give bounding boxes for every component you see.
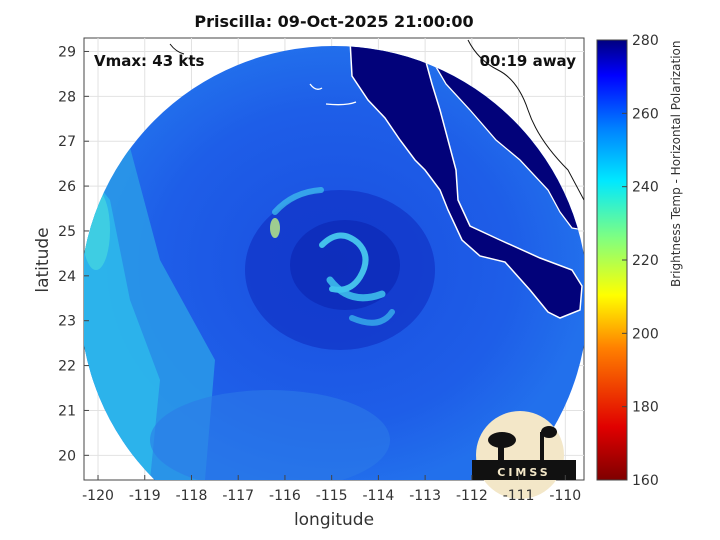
y-tick-label: 20 — [58, 448, 76, 464]
x-axis-ticks: -120 -119 -118 -117 -116 -115 -114 -113 -112 -111… — [82, 475, 581, 504]
x-tick-label: -120 — [82, 488, 114, 504]
svg-text:CIMSS: CIMSS — [497, 466, 550, 479]
colorbar-tick-label: 200 — [632, 326, 659, 342]
x-tick-label: -110 — [549, 488, 581, 504]
colorbar-tick-label: 160 — [632, 473, 659, 489]
x-tick-label: -119 — [129, 488, 161, 504]
x-tick-label: -111 — [503, 488, 535, 504]
y-tick-label: 25 — [58, 224, 76, 240]
y-tick-label: 24 — [58, 269, 76, 285]
cimss-logo: CIMSS — [472, 411, 576, 499]
x-tick-label: -112 — [456, 488, 488, 504]
colorbar-tick-label: 180 — [632, 400, 659, 416]
y-tick-label: 29 — [58, 44, 76, 60]
x-tick-label: -113 — [409, 488, 441, 504]
y-tick-label: 27 — [58, 134, 76, 150]
y-tick-label: 22 — [58, 359, 76, 375]
coastlines — [169, 39, 584, 201]
plot-title: Priscilla: 09-Oct-2025 21:00:00 — [194, 12, 474, 31]
vmax-label: Vmax: 43 kts — [94, 52, 205, 70]
x-tick-label: -115 — [316, 488, 348, 504]
colorbar-tick-label: 260 — [632, 106, 659, 122]
time-offset-label: 00:19 away — [479, 52, 576, 70]
y-tick-label: 28 — [58, 89, 76, 105]
y-axis-label: latitude — [33, 227, 53, 293]
x-tick-label: -116 — [269, 488, 301, 504]
x-tick-label: -117 — [222, 488, 254, 504]
y-tick-label: 23 — [58, 314, 76, 330]
colorbar-tick-label: 240 — [632, 180, 659, 196]
colorbar-tick-label: 280 — [632, 33, 659, 49]
y-tick-label: 21 — [58, 403, 76, 419]
x-tick-label: -118 — [176, 488, 208, 504]
colorbar-tick-label: 220 — [632, 253, 659, 269]
x-axis-label: longitude — [293, 510, 375, 530]
colorbar-ticks: 160 180 200 220 240 260 280 — [622, 33, 659, 489]
colorbar-label: Brightness Temp - Horizontal Polarizatio… — [669, 40, 683, 287]
y-axis-ticks: 20 21 22 23 24 25 26 27 28 29 — [58, 44, 89, 464]
x-tick-label: -114 — [363, 488, 395, 504]
y-tick-label: 26 — [58, 179, 76, 195]
